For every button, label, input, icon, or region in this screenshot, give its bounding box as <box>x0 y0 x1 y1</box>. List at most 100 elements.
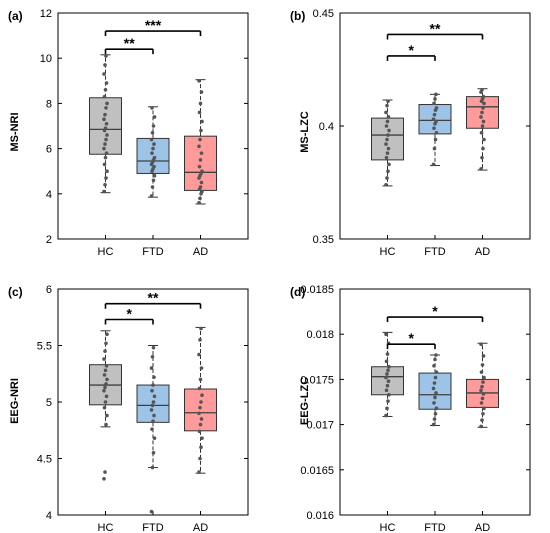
data-point <box>105 133 109 137</box>
data-point <box>151 400 156 404</box>
data-point <box>386 146 391 151</box>
y-tick-label: 0.016 <box>306 510 334 522</box>
data-point <box>384 142 388 146</box>
data-point <box>434 119 438 124</box>
data-point <box>197 110 202 115</box>
data-point <box>431 117 436 122</box>
data-point <box>480 88 484 92</box>
data-point <box>150 355 155 359</box>
y-axis-title: MS-NRI <box>9 112 21 151</box>
y-tick-label: 0.017 <box>306 420 334 432</box>
data-point <box>152 375 156 379</box>
data-point <box>149 408 154 412</box>
data-point <box>150 106 154 110</box>
y-tick-label: 0.0185 <box>300 284 334 296</box>
data-point <box>385 103 389 108</box>
y-tick-label: 5.5 <box>37 341 52 353</box>
x-tick-label: HC <box>380 522 396 533</box>
data-point <box>150 465 155 470</box>
significance-label: * <box>409 42 415 58</box>
data-point <box>197 79 201 83</box>
x-tick-label: AD <box>475 522 490 533</box>
data-point <box>433 137 438 142</box>
data-point <box>197 429 202 434</box>
data-point <box>197 201 201 205</box>
data-point <box>432 401 436 405</box>
data-point <box>104 137 108 142</box>
data-point <box>479 370 484 374</box>
data-point <box>434 92 438 97</box>
data-point <box>197 386 202 391</box>
data-point <box>481 119 486 124</box>
data-point <box>385 383 390 388</box>
data-point <box>482 137 486 142</box>
data-point <box>481 392 486 396</box>
data-point <box>102 373 107 377</box>
data-point <box>103 142 107 146</box>
data-point <box>199 417 204 421</box>
data-point <box>102 117 106 122</box>
data-point <box>150 403 155 408</box>
data-point <box>151 383 155 387</box>
y-tick-label: 4 <box>46 189 52 201</box>
x-tick-label: HC <box>380 246 396 258</box>
data-point <box>102 189 106 194</box>
data-point <box>199 445 203 450</box>
data-point <box>151 451 156 455</box>
data-point <box>103 63 107 67</box>
data-point <box>434 370 439 374</box>
data-point <box>151 146 155 151</box>
x-tick-label: AD <box>193 522 208 533</box>
data-point <box>199 128 203 133</box>
data-point <box>481 94 486 99</box>
data-point <box>104 176 108 180</box>
data-point <box>103 368 108 373</box>
y-tick-label: 12 <box>40 8 52 20</box>
y-tick-label: 0.35 <box>313 234 334 246</box>
data-point <box>200 393 204 398</box>
data-point <box>386 115 391 119</box>
data-point <box>480 384 484 389</box>
data-point <box>385 119 390 124</box>
significance-label: ** <box>430 20 441 36</box>
data-point <box>481 106 485 110</box>
y-tick-label: 0.45 <box>313 8 334 20</box>
data-point <box>386 379 391 384</box>
x-tick-label: HC <box>98 246 114 258</box>
data-point <box>103 470 107 474</box>
y-tick-label: 10 <box>40 53 52 65</box>
data-point <box>387 162 391 167</box>
data-point <box>431 162 436 167</box>
data-point <box>152 155 157 160</box>
y-tick-label: 2 <box>46 234 52 246</box>
data-point <box>149 366 154 370</box>
data-point <box>102 146 106 151</box>
data-point <box>102 388 106 393</box>
data-point <box>149 137 154 142</box>
data-point <box>432 112 437 117</box>
data-point <box>480 396 485 401</box>
data-point <box>104 151 109 155</box>
data-point <box>480 418 484 422</box>
y-tick-label: 0.4 <box>319 121 334 133</box>
data-point <box>102 94 107 99</box>
data-point <box>105 169 109 173</box>
panel-label: (c) <box>8 285 23 299</box>
data-point <box>199 180 204 185</box>
data-point <box>433 375 438 380</box>
y-tick-label: 5 <box>46 397 52 409</box>
data-point <box>103 112 107 117</box>
data-point <box>151 124 156 128</box>
data-point <box>387 392 391 397</box>
data-point <box>479 342 483 346</box>
data-point <box>432 126 436 131</box>
significance-label: * <box>432 303 438 319</box>
y-tick-label: 0.018 <box>306 329 334 341</box>
data-point <box>102 477 106 481</box>
data-point <box>198 338 202 342</box>
data-point <box>481 380 485 384</box>
data-point <box>104 81 109 85</box>
